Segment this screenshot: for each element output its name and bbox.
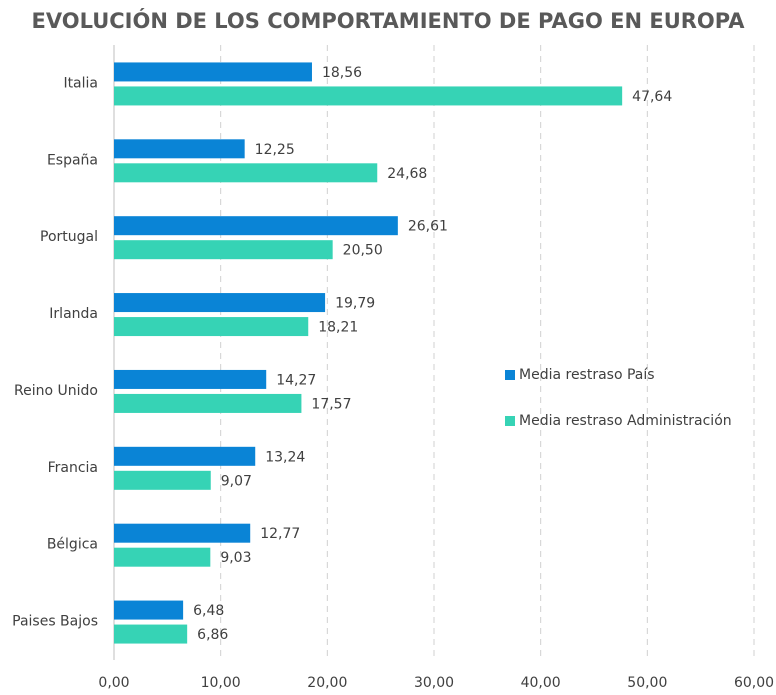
legend-label: Media restraso País bbox=[519, 367, 655, 383]
value-label: 26,61 bbox=[408, 219, 448, 235]
x-tick-label: 20,00 bbox=[307, 675, 347, 691]
value-label: 6,86 bbox=[197, 627, 228, 643]
bar bbox=[114, 369, 267, 389]
y-tick-label: Portugal bbox=[40, 229, 98, 245]
bar bbox=[114, 523, 251, 543]
bar bbox=[114, 86, 623, 106]
bar bbox=[114, 547, 211, 567]
value-label: 13,24 bbox=[265, 449, 305, 465]
x-tick-label: 60,00 bbox=[734, 675, 774, 691]
value-label: 19,79 bbox=[335, 296, 375, 312]
value-label: 18,21 bbox=[318, 320, 358, 336]
y-tick-label: Reino Unido bbox=[14, 383, 98, 399]
y-tick-label: Bélgica bbox=[47, 537, 98, 553]
x-tick-label: 30,00 bbox=[414, 675, 454, 691]
bar bbox=[114, 62, 312, 82]
bar bbox=[114, 240, 333, 260]
value-label: 47,64 bbox=[632, 89, 672, 105]
bar bbox=[114, 317, 309, 337]
chart-title: EVOLUCIÓN DE LOS COMPORTAMIENTO DE PAGO … bbox=[31, 8, 745, 33]
y-tick-label: Paises Bajos bbox=[12, 614, 98, 630]
value-label: 14,27 bbox=[276, 372, 316, 388]
bar bbox=[114, 163, 378, 183]
value-label: 17,57 bbox=[311, 396, 351, 412]
x-tick-label: 50,00 bbox=[627, 675, 667, 691]
x-tick-label: 0,00 bbox=[98, 675, 129, 691]
legend-swatch bbox=[505, 370, 515, 380]
value-label: 12,77 bbox=[260, 526, 300, 542]
bar bbox=[114, 446, 256, 466]
legend-swatch bbox=[505, 416, 515, 426]
bar bbox=[114, 624, 188, 644]
bar bbox=[114, 600, 184, 620]
x-tick-label: 10,00 bbox=[201, 675, 241, 691]
x-tick-label: 40,00 bbox=[521, 675, 561, 691]
bar bbox=[114, 470, 211, 490]
value-label: 9,03 bbox=[220, 550, 251, 566]
legend-label: Media restraso Administración bbox=[519, 413, 732, 429]
y-tick-label: España bbox=[47, 152, 98, 168]
value-label: 9,07 bbox=[221, 473, 252, 489]
value-label: 24,68 bbox=[387, 166, 427, 182]
bar bbox=[114, 139, 245, 159]
y-tick-label: Italia bbox=[63, 75, 98, 91]
y-tick-label: Irlanda bbox=[49, 306, 98, 322]
value-label: 6,48 bbox=[193, 603, 224, 619]
bar bbox=[114, 293, 326, 313]
value-label: 12,25 bbox=[255, 142, 295, 158]
bar bbox=[114, 216, 398, 236]
value-label: 20,50 bbox=[343, 243, 383, 259]
value-label: 18,56 bbox=[322, 65, 362, 81]
y-tick-label: Francia bbox=[48, 460, 98, 476]
bar bbox=[114, 393, 302, 413]
